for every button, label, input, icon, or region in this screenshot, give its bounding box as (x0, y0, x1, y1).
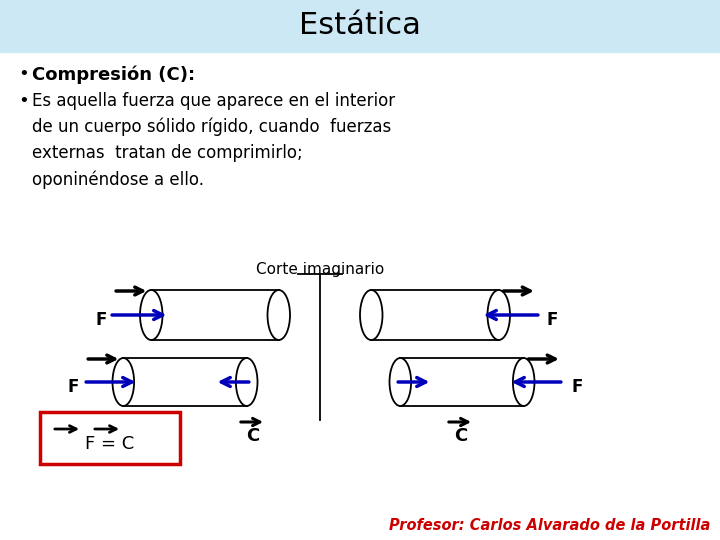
Text: F: F (68, 378, 79, 396)
Ellipse shape (268, 290, 290, 340)
Ellipse shape (513, 358, 534, 406)
Ellipse shape (112, 358, 134, 406)
Text: F: F (546, 311, 558, 329)
Ellipse shape (360, 290, 382, 340)
Bar (400, 358, 523, 406)
Ellipse shape (390, 358, 411, 406)
Text: F = C: F = C (86, 435, 135, 453)
Ellipse shape (487, 290, 510, 340)
Text: Compresión (C):: Compresión (C): (32, 65, 195, 84)
Bar (372, 290, 499, 340)
Text: •: • (18, 65, 29, 83)
Ellipse shape (140, 290, 163, 340)
Ellipse shape (236, 358, 258, 406)
Text: C: C (246, 427, 260, 445)
Bar (123, 358, 247, 406)
Text: Es aquella fuerza que aparece en el interior
de un cuerpo sólido rígido, cuando : Es aquella fuerza que aparece en el inte… (32, 92, 395, 188)
Bar (40, 412, 180, 464)
Text: C: C (454, 427, 467, 445)
Bar (151, 290, 279, 340)
Text: •: • (18, 92, 29, 110)
Text: Profesor: Carlos Alvarado de la Portilla: Profesor: Carlos Alvarado de la Portilla (389, 518, 710, 533)
Text: F: F (572, 378, 583, 396)
Text: F: F (96, 311, 107, 329)
Bar (0, 0, 720, 52)
Text: Estática: Estática (299, 11, 421, 40)
Text: Corte imaginario: Corte imaginario (256, 262, 384, 277)
